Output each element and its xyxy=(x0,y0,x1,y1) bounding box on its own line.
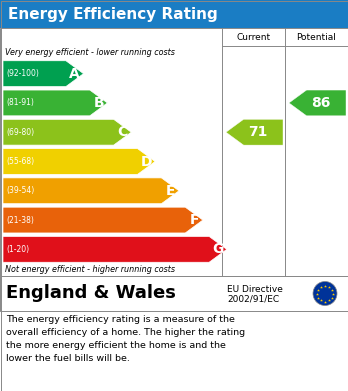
Text: 71: 71 xyxy=(248,125,267,139)
Polygon shape xyxy=(3,237,227,262)
Bar xyxy=(0,0,348,28)
Text: Potential: Potential xyxy=(296,32,337,41)
Text: (21-38): (21-38) xyxy=(6,215,34,224)
Text: EU Directive: EU Directive xyxy=(227,285,283,294)
Polygon shape xyxy=(3,119,131,145)
Polygon shape xyxy=(3,90,108,116)
Polygon shape xyxy=(3,178,179,204)
Text: C: C xyxy=(117,125,128,139)
Text: Current: Current xyxy=(236,32,270,41)
Text: Very energy efficient - lower running costs: Very energy efficient - lower running co… xyxy=(5,48,175,57)
Polygon shape xyxy=(3,207,203,233)
Text: (92-100): (92-100) xyxy=(6,69,39,78)
Text: Energy Efficiency Rating: Energy Efficiency Rating xyxy=(8,7,218,22)
Polygon shape xyxy=(3,61,84,86)
Text: The energy efficiency rating is a measure of the
overall efficiency of a home. T: The energy efficiency rating is a measur… xyxy=(6,315,245,362)
Text: (1-20): (1-20) xyxy=(6,245,29,254)
Bar xyxy=(0,28,348,276)
Text: (55-68): (55-68) xyxy=(6,157,34,166)
Polygon shape xyxy=(226,119,283,145)
Text: (81-91): (81-91) xyxy=(6,99,34,108)
Text: England & Wales: England & Wales xyxy=(6,285,176,303)
Text: B: B xyxy=(93,96,104,110)
Text: 2002/91/EC: 2002/91/EC xyxy=(227,294,279,303)
Text: Not energy efficient - higher running costs: Not energy efficient - higher running co… xyxy=(5,265,175,274)
Text: E: E xyxy=(165,184,175,198)
Text: (69-80): (69-80) xyxy=(6,128,34,137)
Text: G: G xyxy=(212,242,224,256)
Text: (39-54): (39-54) xyxy=(6,186,34,195)
Bar xyxy=(0,276,348,311)
Text: 86: 86 xyxy=(311,96,330,110)
Circle shape xyxy=(313,282,337,305)
Text: A: A xyxy=(69,66,80,81)
Polygon shape xyxy=(3,149,155,174)
Text: F: F xyxy=(189,213,199,227)
Text: D: D xyxy=(141,154,152,169)
Polygon shape xyxy=(289,90,346,116)
